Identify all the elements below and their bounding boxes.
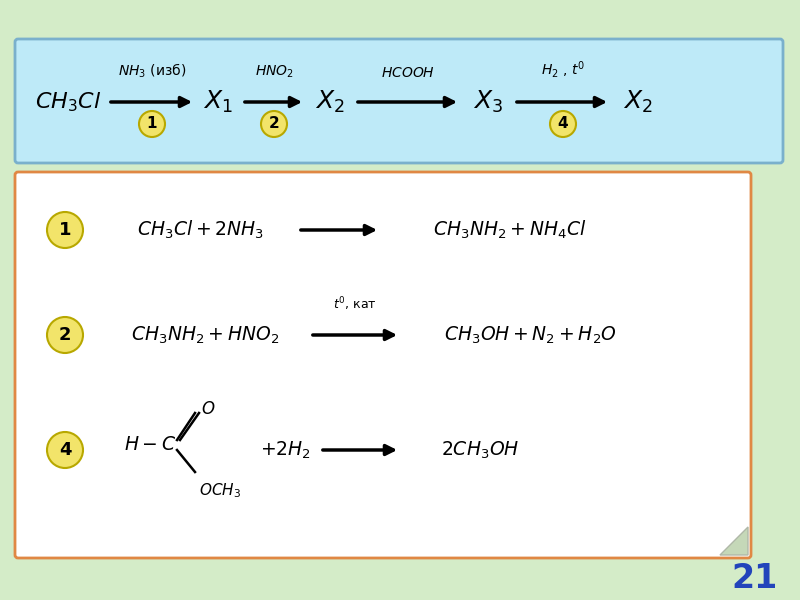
Text: $H-C$: $H-C$ [124, 436, 176, 455]
Circle shape [550, 111, 576, 137]
Text: $NH_3$ (изб): $NH_3$ (изб) [118, 62, 186, 80]
Text: $+ 2H_2$: $+ 2H_2$ [259, 439, 310, 461]
Text: $CH_3NH_2+ HNO_2$: $CH_3NH_2+ HNO_2$ [131, 325, 279, 346]
Text: $HCOOH$: $HCOOH$ [381, 66, 435, 80]
Text: $X_3$: $X_3$ [473, 89, 503, 115]
FancyBboxPatch shape [15, 172, 751, 558]
Text: 21: 21 [732, 562, 778, 595]
Text: 1: 1 [58, 221, 71, 239]
Text: $2CH_3OH$: $2CH_3OH$ [441, 439, 519, 461]
Text: $CH_3Cl + 2NH_3$: $CH_3Cl + 2NH_3$ [137, 219, 263, 241]
Text: 4: 4 [58, 441, 71, 459]
Text: $H_2$ , $t^0$: $H_2$ , $t^0$ [541, 59, 585, 80]
Text: $X_1$: $X_1$ [203, 89, 233, 115]
Text: $t^0$, кат: $t^0$, кат [333, 295, 377, 313]
FancyBboxPatch shape [15, 39, 783, 163]
Text: $X_2$: $X_2$ [623, 89, 653, 115]
Circle shape [139, 111, 165, 137]
Circle shape [47, 432, 83, 468]
Text: 4: 4 [558, 116, 568, 131]
Text: $O$: $O$ [201, 400, 215, 418]
Text: $CH_3NH_2+ NH_4Cl$: $CH_3NH_2+ NH_4Cl$ [434, 219, 586, 241]
Text: $X_2$: $X_2$ [315, 89, 345, 115]
Text: $CH_3OH + N_2 + H_2O$: $CH_3OH + N_2 + H_2O$ [443, 325, 617, 346]
Circle shape [47, 317, 83, 353]
Text: 2: 2 [58, 326, 71, 344]
Polygon shape [720, 527, 748, 555]
Circle shape [47, 212, 83, 248]
Text: $OCH_3$: $OCH_3$ [199, 481, 241, 500]
Circle shape [261, 111, 287, 137]
Text: $CH_3Cl$: $CH_3Cl$ [35, 90, 101, 114]
Text: 1: 1 [146, 116, 158, 131]
Text: 2: 2 [269, 116, 279, 131]
Text: $HNO_2$: $HNO_2$ [254, 64, 294, 80]
